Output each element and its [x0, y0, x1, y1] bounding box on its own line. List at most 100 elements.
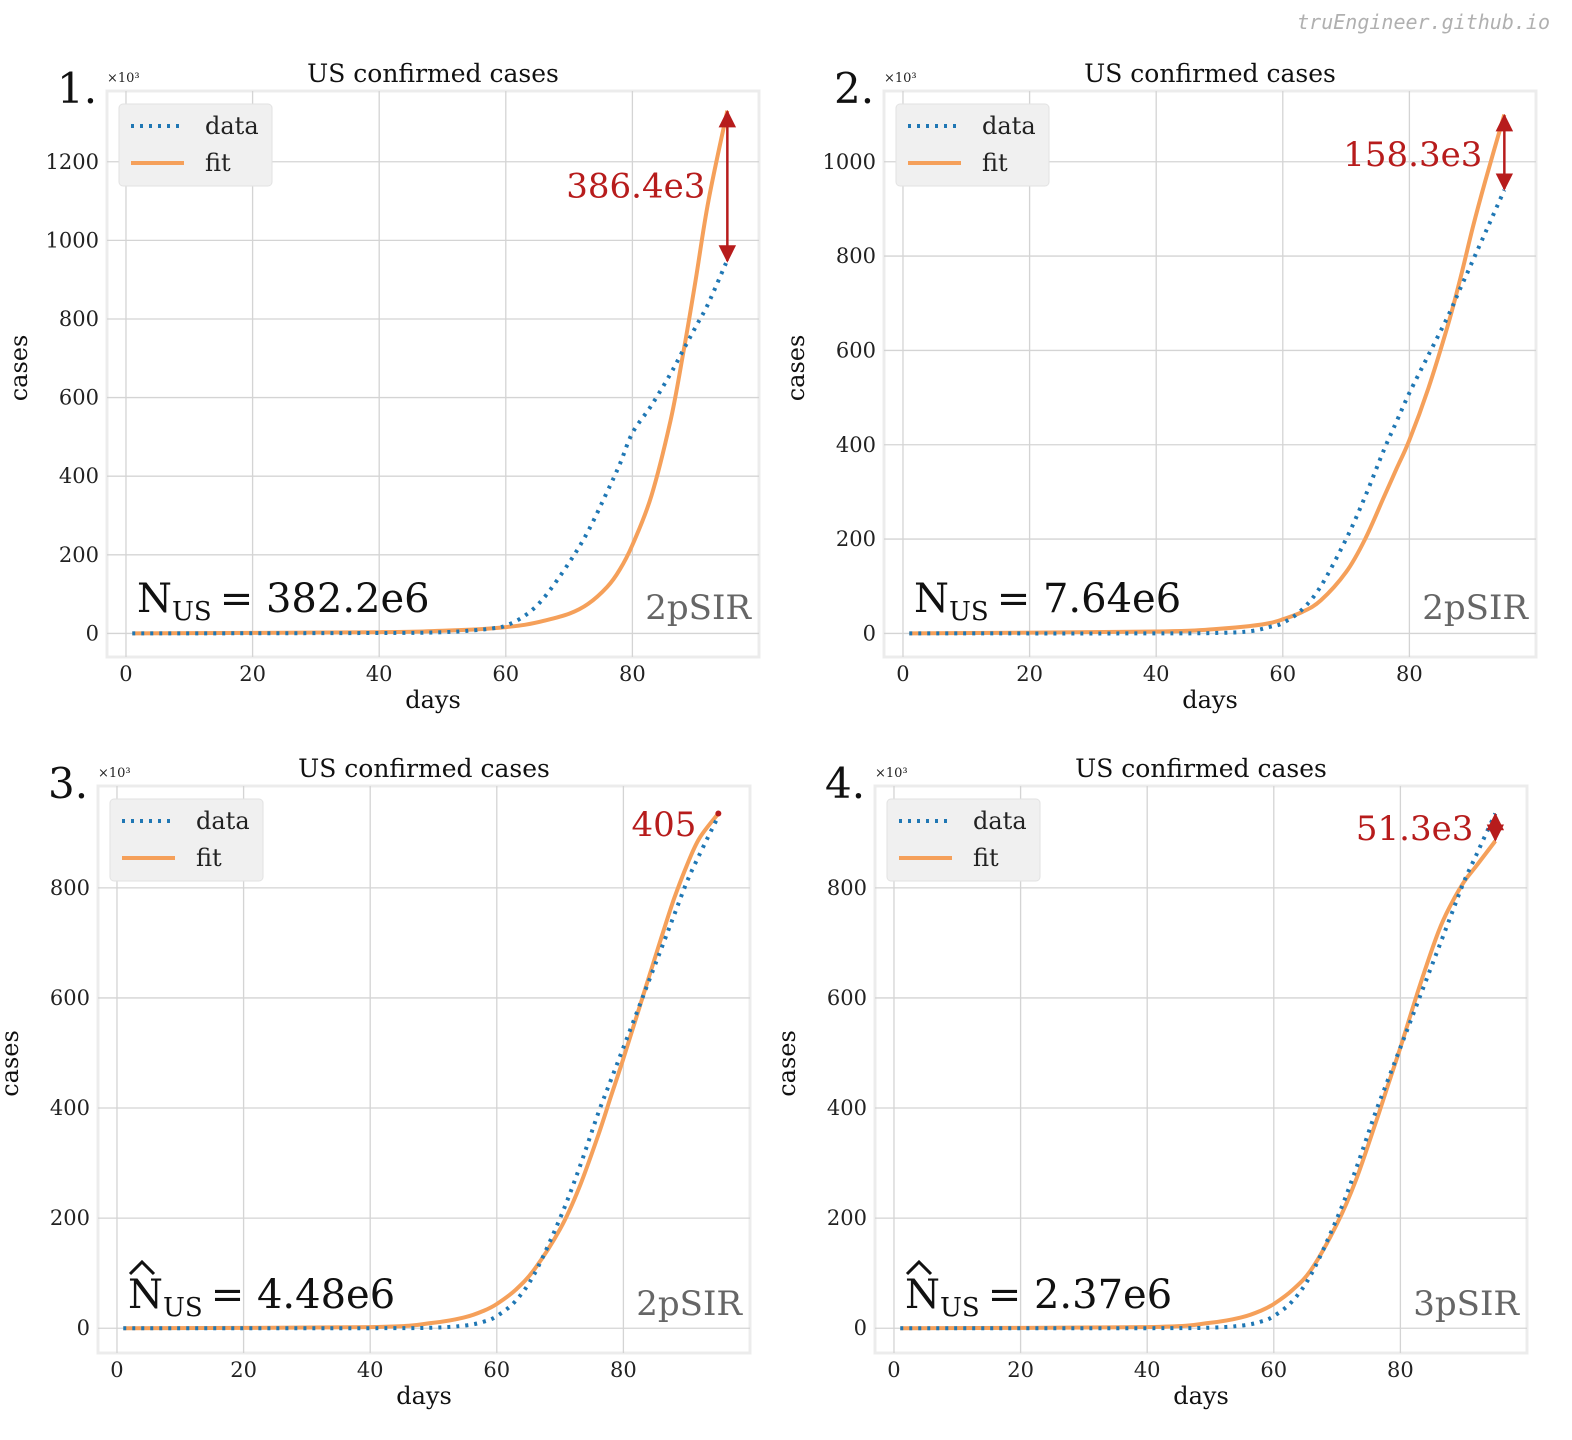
x-tick-label: 40	[357, 1358, 384, 1382]
x-tick-label: 40	[366, 662, 393, 686]
model-label: 2pSIR	[1422, 588, 1529, 628]
model-label: 2pSIR	[636, 1284, 743, 1324]
n-estimate-subscript: US	[940, 1293, 980, 1323]
y-tick-label: 600	[50, 986, 90, 1010]
n-estimate-label: NUS = 7.64e6	[914, 576, 1181, 627]
n-estimate-subscript: US	[163, 1293, 203, 1323]
n-estimate-label: NUS = 4.48e6	[128, 1272, 395, 1323]
y-tick-label: 800	[827, 876, 867, 900]
y-scale-label: ×10³	[107, 71, 140, 86]
y-tick-label: 800	[59, 307, 99, 331]
n-estimate-prefix: N	[137, 576, 172, 622]
n-estimate-value: = 382.2e6	[220, 576, 430, 622]
y-tick-label: 200	[50, 1206, 90, 1230]
panel-number: 3.	[48, 759, 88, 808]
x-tick-label: 20	[1016, 662, 1043, 686]
legend-box	[895, 103, 1050, 187]
y-axis-label: cases	[5, 335, 33, 402]
y-tick-label: 400	[827, 1096, 867, 1120]
y-tick-label: 0	[854, 1316, 867, 1340]
n-estimate-prefix: N	[905, 1272, 940, 1318]
legend-fit-label: fit	[973, 844, 999, 872]
x-axis-label: days	[1182, 686, 1238, 714]
legend-fit-label: fit	[196, 844, 222, 872]
hat-accent	[128, 1259, 156, 1276]
x-tick-label: 60	[1260, 1358, 1287, 1382]
y-tick-label: 0	[86, 621, 99, 645]
x-tick-label: 40	[1143, 662, 1170, 686]
n-estimate-value: = 4.48e6	[211, 1272, 395, 1318]
legend-box	[886, 798, 1041, 882]
n-estimate-label: NUS = 382.2e6	[137, 576, 430, 627]
series-fit-line	[132, 110, 730, 636]
watermark: truEngineer.github.io	[1297, 10, 1550, 34]
y-axis-label: cases	[782, 335, 810, 402]
n-estimate-subscript: US	[949, 597, 989, 627]
y-tick-label: 200	[827, 1206, 867, 1230]
y-tick-label: 1000	[46, 228, 99, 252]
panel-number: 4.	[825, 759, 865, 808]
legend-fit-label: fit	[205, 149, 231, 177]
panel-number: 2.	[834, 64, 874, 113]
difference-label: 158.3e3	[1343, 135, 1482, 175]
x-tick-label: 60	[492, 662, 519, 686]
chart-title: US confirmed cases	[307, 59, 559, 88]
y-scale-label: ×10³	[884, 71, 917, 86]
y-tick-label: 1200	[46, 150, 99, 174]
series-fit-line	[900, 839, 1497, 1331]
x-tick-label: 80	[619, 662, 646, 686]
n-estimate-value: = 7.64e6	[997, 576, 1181, 622]
hat-accent	[905, 1259, 933, 1276]
legend-fit-label: fit	[982, 149, 1008, 177]
y-tick-label: 200	[59, 543, 99, 567]
y-axis-label: cases	[0, 1030, 24, 1097]
y-tick-label: 400	[59, 464, 99, 488]
x-tick-label: 60	[1269, 662, 1296, 686]
y-scale-label: ×10³	[98, 766, 131, 781]
x-axis-label: days	[405, 686, 461, 714]
x-tick-label: 80	[610, 1358, 637, 1382]
x-tick-label: 40	[1134, 1358, 1161, 1382]
y-tick-label: 0	[77, 1316, 90, 1340]
x-tick-label: 0	[110, 1358, 123, 1382]
y-tick-label: 400	[836, 433, 876, 457]
legend-data-label: data	[982, 112, 1036, 140]
y-tick-label: 0	[863, 621, 876, 645]
x-tick-label: 20	[230, 1358, 257, 1382]
n-estimate-prefix: N	[914, 576, 949, 622]
n-estimate-subscript: US	[172, 597, 212, 627]
legend-data-label: data	[973, 807, 1027, 835]
x-tick-label: 60	[483, 1358, 510, 1382]
y-tick-label: 600	[836, 338, 876, 362]
y-tick-label: 800	[50, 876, 90, 900]
y-tick-label: 200	[836, 527, 876, 551]
axes-frame	[882, 89, 1538, 659]
series-data-line	[900, 812, 1498, 1331]
y-tick-label: 600	[59, 386, 99, 410]
series-data-line	[123, 815, 721, 1331]
panel-number: 1.	[57, 64, 97, 113]
y-tick-label: 800	[836, 244, 876, 268]
series-data-line	[909, 189, 1507, 636]
series-data-line	[132, 259, 730, 636]
x-tick-label: 0	[119, 662, 132, 686]
chart-title: US confirmed cases	[1075, 754, 1327, 783]
series-fit-line	[909, 114, 1507, 636]
n-estimate-prefix: N	[128, 1272, 163, 1318]
x-axis-label: days	[1173, 1382, 1229, 1410]
y-tick-label: 600	[827, 986, 867, 1010]
y-scale-label: ×10³	[875, 766, 908, 781]
difference-label: 405	[631, 805, 696, 845]
chart-title: US confirmed cases	[1084, 59, 1336, 88]
n-estimate-label: NUS = 2.37e6	[905, 1272, 1172, 1323]
y-tick-label: 400	[50, 1096, 90, 1120]
x-axis-label: days	[396, 1382, 452, 1410]
legend-data-label: data	[196, 807, 250, 835]
difference-label: 51.3e3	[1356, 809, 1473, 849]
y-tick-label: 1000	[823, 150, 876, 174]
difference-label: 386.4e3	[566, 167, 705, 207]
